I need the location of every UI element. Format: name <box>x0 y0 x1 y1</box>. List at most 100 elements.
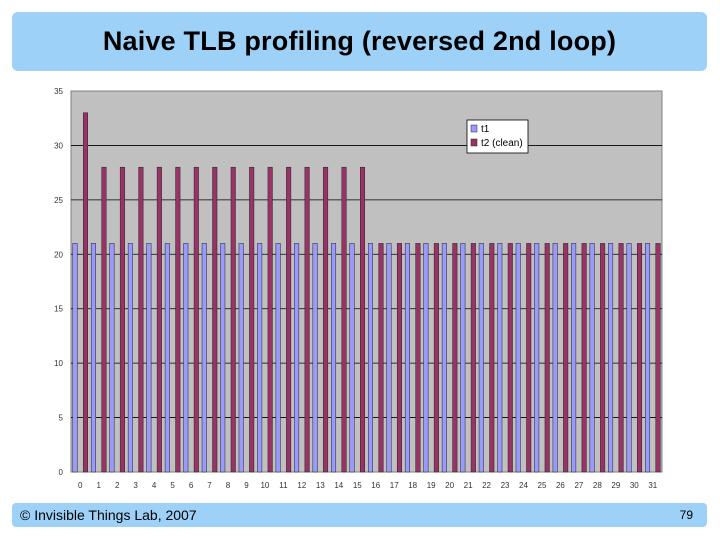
y-tick-label: 15 <box>54 305 63 314</box>
x-tick-label: 16 <box>371 481 380 490</box>
bar-t2 <box>138 166 144 473</box>
x-tick-label: 14 <box>334 481 343 490</box>
footer-bar: © Invisible Things Lab, 2007 79 <box>12 503 707 527</box>
bar-t1 <box>220 243 226 473</box>
x-tick-label: 28 <box>593 481 602 490</box>
bar-t1 <box>441 243 447 473</box>
bar-t2 <box>489 243 495 473</box>
y-tick-label: 25 <box>54 196 63 205</box>
y-tick-label: 10 <box>54 359 63 368</box>
x-tick-label: 3 <box>133 481 138 490</box>
bar-t1 <box>423 243 429 473</box>
bar-t1 <box>127 243 133 473</box>
x-tick-label: 0 <box>78 481 83 490</box>
bar-t1 <box>238 243 244 473</box>
bar-t1 <box>201 243 207 473</box>
bar-t2 <box>452 243 458 473</box>
bar-t2 <box>82 112 88 473</box>
bar-t1 <box>109 243 115 473</box>
bar-t1 <box>257 243 263 473</box>
bar-t1 <box>589 243 595 473</box>
x-tick-label: 13 <box>316 481 325 490</box>
bar-t2 <box>323 166 329 473</box>
bar-t1 <box>497 243 503 473</box>
x-tick-label: 1 <box>96 481 101 490</box>
legend-label: t2 (clean) <box>481 138 523 149</box>
copyright-text: © Invisible Things Lab, 2007 <box>20 507 197 523</box>
bar-t2 <box>267 166 273 473</box>
x-tick-label: 29 <box>611 481 620 490</box>
x-tick-label: 5 <box>170 481 175 490</box>
bar-t2 <box>230 166 236 473</box>
x-tick-label: 11 <box>279 481 288 490</box>
legend-swatch <box>470 138 478 147</box>
bar-t1 <box>164 243 170 473</box>
bar-t1 <box>386 243 392 473</box>
x-tick-label: 26 <box>556 481 565 490</box>
x-tick-label: 12 <box>297 481 306 490</box>
legend-label: t1 <box>481 124 490 135</box>
bar-t1 <box>183 243 189 473</box>
x-tick-label: 24 <box>519 481 528 490</box>
x-tick-label: 7 <box>207 481 212 490</box>
bar-t1 <box>552 243 558 473</box>
bar-t1 <box>460 243 466 473</box>
bar-t2 <box>378 243 384 473</box>
bar-t1 <box>275 243 281 473</box>
bar-t1 <box>608 243 614 473</box>
bar-t2 <box>618 243 624 473</box>
bar-t2 <box>470 243 476 473</box>
bar-t2 <box>175 166 181 473</box>
x-tick-label: 25 <box>538 481 547 490</box>
y-tick-label: 5 <box>59 414 64 423</box>
bar-t2 <box>544 243 550 473</box>
x-tick-label: 30 <box>630 481 639 490</box>
bar-t2 <box>507 243 513 473</box>
title-bar: Naive TLB profiling (reversed 2nd loop) <box>12 12 707 71</box>
bar-t2 <box>396 243 402 473</box>
bar-t2 <box>101 166 107 473</box>
bar-t2 <box>304 166 310 473</box>
bar-t1 <box>349 243 355 473</box>
slide-title: Naive TLB profiling (reversed 2nd loop) <box>102 26 617 56</box>
bar-t2 <box>526 243 532 473</box>
x-tick-label: 27 <box>574 481 583 490</box>
bar-t1 <box>404 243 410 473</box>
bar-t1 <box>626 243 632 473</box>
bar-t2 <box>563 243 569 473</box>
bar-t1 <box>312 243 318 473</box>
x-tick-label: 2 <box>115 481 120 490</box>
x-tick-label: 15 <box>353 481 362 490</box>
bar-t1 <box>571 243 577 473</box>
x-tick-label: 21 <box>464 481 473 490</box>
bar-t1 <box>331 243 337 473</box>
y-tick-label: 0 <box>59 468 64 477</box>
x-tick-label: 6 <box>189 481 194 490</box>
bar-t2 <box>581 243 587 473</box>
x-tick-label: 10 <box>260 481 269 490</box>
bar-t1 <box>146 243 152 473</box>
x-tick-label: 20 <box>445 481 454 490</box>
bar-t2 <box>433 243 439 473</box>
x-tick-label: 18 <box>408 481 417 490</box>
bar-t2 <box>415 243 421 473</box>
x-tick-label: 31 <box>648 481 657 490</box>
bar-t1 <box>645 243 651 473</box>
bar-t2 <box>119 166 125 473</box>
y-tick-label: 20 <box>54 250 63 259</box>
bar-t1 <box>534 243 540 473</box>
bar-t2 <box>156 166 162 473</box>
bar-t2 <box>212 166 218 473</box>
bar-t2 <box>655 243 661 473</box>
x-tick-label: 22 <box>482 481 491 490</box>
x-tick-label: 4 <box>152 481 157 490</box>
bar-t1 <box>515 243 521 473</box>
bar-t1 <box>90 243 96 473</box>
bar-t2 <box>193 166 199 473</box>
bar-t1 <box>72 243 78 473</box>
bar-t2 <box>341 166 347 473</box>
x-tick-label: 9 <box>244 481 249 490</box>
bar-t1 <box>367 243 373 473</box>
bar-t2 <box>637 243 643 473</box>
